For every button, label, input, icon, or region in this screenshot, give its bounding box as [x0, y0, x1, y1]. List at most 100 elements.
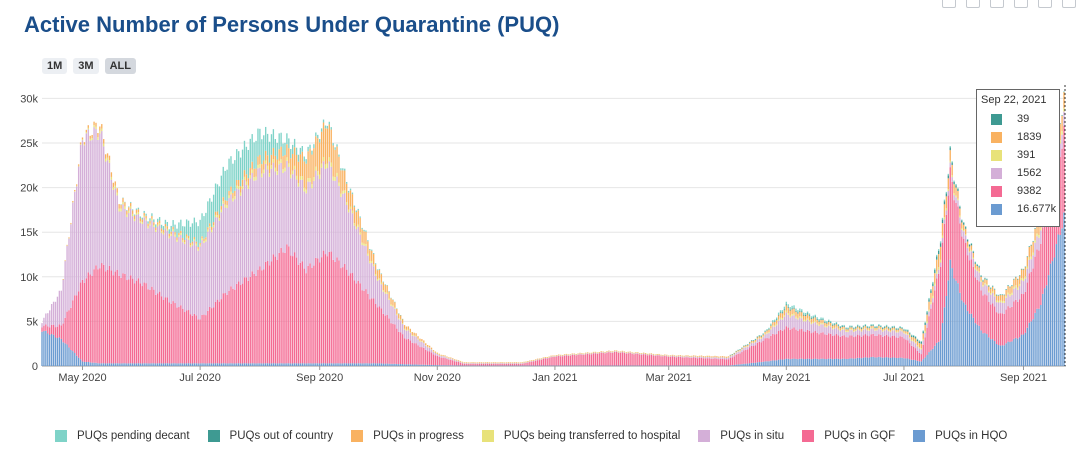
- legend-item[interactable]: PUQs out of country: [207, 430, 333, 442]
- bar-segment: [344, 263, 346, 364]
- range-1m-button[interactable]: 1M: [42, 58, 68, 74]
- bar-segment: [155, 232, 157, 295]
- bar-segment: [581, 353, 583, 355]
- lasso-icon[interactable]: [1038, 0, 1052, 8]
- bar-segment: [729, 354, 732, 356]
- bar-segment: [1001, 302, 1003, 314]
- bar-segment: [735, 354, 737, 365]
- bar-segment: [839, 327, 841, 329]
- bar-segment: [226, 208, 228, 295]
- bar-segment: [249, 276, 251, 364]
- bar-segment: [768, 327, 770, 330]
- bar-segment: [706, 355, 708, 357]
- bar-segment: [313, 148, 315, 178]
- bar-segment: [903, 329, 905, 331]
- bar-segment: [897, 358, 899, 366]
- bar-segment: [681, 365, 683, 367]
- bar-segment: [313, 144, 315, 149]
- bar-segment: [334, 261, 336, 364]
- bar-segment: [571, 365, 573, 367]
- bar-segment: [95, 126, 97, 130]
- legend-item[interactable]: PUQs in situ: [698, 430, 784, 442]
- bar-segment: [1018, 286, 1021, 300]
- autoscale-icon[interactable]: [1062, 0, 1076, 8]
- range-3m-button[interactable]: 3M: [73, 58, 99, 74]
- bar-segment: [1063, 91, 1065, 92]
- box-select-icon[interactable]: [1014, 0, 1028, 8]
- bar-segment: [770, 328, 772, 330]
- bar-segment: [641, 353, 643, 355]
- bar-segment: [47, 326, 49, 334]
- bar-segment: [760, 336, 762, 337]
- bar-segment: [833, 328, 836, 336]
- zoom-icon[interactable]: [966, 0, 980, 8]
- bar-segment: [666, 365, 668, 367]
- bar-segment: [560, 355, 562, 357]
- bar-segment: [658, 355, 660, 366]
- bar-segment: [303, 191, 305, 269]
- bar-segment: [241, 363, 244, 366]
- bar-segment: [147, 221, 149, 224]
- bar-segment: [338, 363, 340, 366]
- bar-segment: [866, 357, 868, 366]
- bar-segment: [561, 355, 564, 357]
- bar-segment: [176, 307, 178, 364]
- bar-segment: [345, 204, 348, 270]
- legend-item[interactable]: PUQs pending decant: [55, 430, 190, 442]
- bar-segment: [799, 316, 801, 318]
- bar-segment: [835, 326, 838, 328]
- bar-segment: [696, 356, 699, 358]
- bar-segment: [417, 338, 419, 340]
- pan-icon[interactable]: [990, 0, 1004, 8]
- bar-segment: [523, 361, 525, 363]
- range-all-button[interactable]: ALL: [104, 58, 136, 74]
- bar-segment: [311, 188, 313, 268]
- bar-segment: [1003, 294, 1005, 295]
- bar-segment: [193, 217, 196, 238]
- legend-item[interactable]: PUQs in GQF: [802, 430, 895, 442]
- bar-segment: [604, 352, 606, 353]
- bar-segment: [120, 363, 122, 366]
- bar-segment: [536, 358, 539, 360]
- bar-segment: [292, 170, 294, 175]
- bar-segment: [421, 339, 423, 342]
- bar-segment: [768, 331, 770, 334]
- bar-segment: [299, 147, 302, 155]
- bar-segment: [1011, 292, 1013, 295]
- camera-icon[interactable]: [942, 0, 956, 8]
- bar-segment: [216, 215, 219, 218]
- bar-segment: [222, 201, 224, 204]
- bar-segment: [1028, 322, 1030, 366]
- bar-segment: [642, 352, 645, 354]
- bar-segment: [265, 163, 267, 262]
- bar-segment: [452, 358, 454, 359]
- bar-segment: [162, 234, 165, 300]
- legend-item[interactable]: PUQs in HQO: [913, 430, 1007, 442]
- bar-segment: [89, 140, 91, 275]
- bar-segment: [787, 327, 789, 359]
- bar-segment: [702, 365, 705, 367]
- bar-segment: [991, 291, 994, 293]
- bar-segment: [972, 252, 975, 258]
- legend-item[interactable]: PUQs in progress: [351, 430, 464, 442]
- bar-segment: [631, 352, 633, 354]
- bar-segment: [849, 327, 851, 330]
- bar-segment: [324, 168, 327, 255]
- bar-segment: [716, 358, 718, 366]
- bar-segment: [718, 357, 720, 360]
- bar-segment: [506, 363, 508, 366]
- bar-segment: [534, 360, 537, 366]
- bar-segment: [637, 352, 639, 354]
- bar-segment: [338, 260, 340, 364]
- bar-segment: [957, 188, 959, 191]
- bar-segment: [1015, 337, 1017, 366]
- bar-segment: [561, 356, 564, 366]
- bar-segment: [974, 262, 976, 264]
- bar-segment: [831, 324, 834, 326]
- bar-segment: [947, 195, 949, 281]
- legend-item[interactable]: PUQs being transferred to hospital: [481, 430, 680, 442]
- bar-segment: [608, 351, 610, 352]
- bar-segment: [1024, 266, 1027, 267]
- bar-segment: [980, 280, 982, 282]
- bar-segment: [425, 345, 427, 350]
